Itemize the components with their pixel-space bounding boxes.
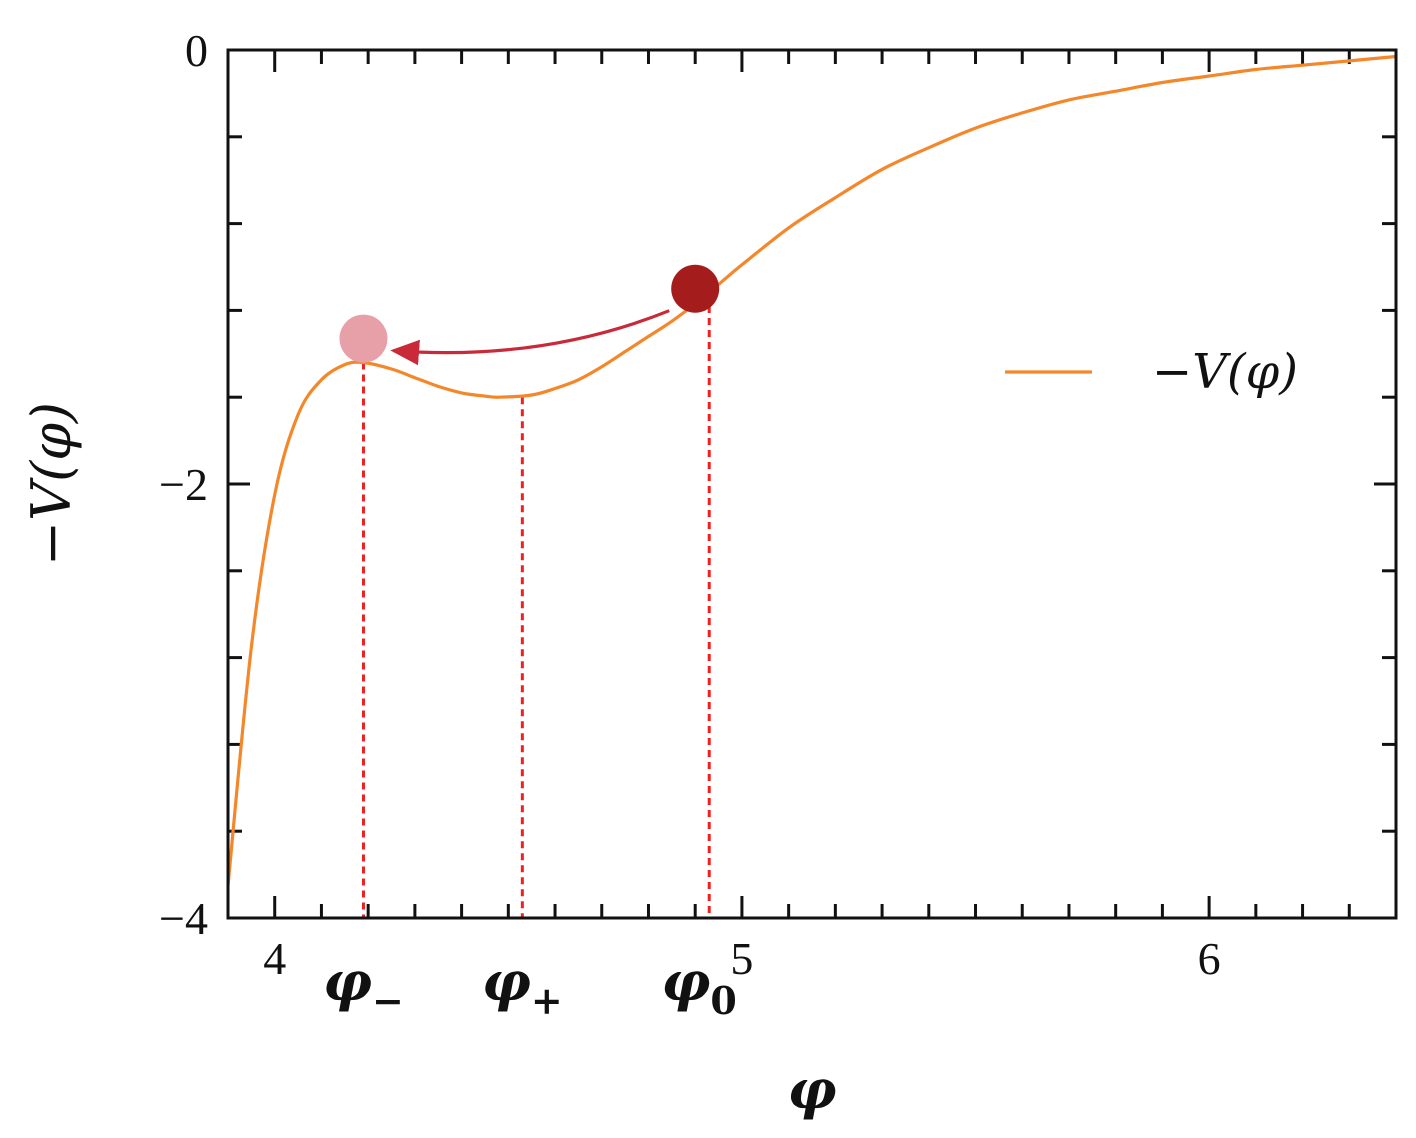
y-tick-label: −2 — [159, 459, 208, 510]
x-tick-label: 5 — [730, 933, 753, 984]
axis-ticks — [228, 48, 1398, 920]
x-tick-label: 6 — [1198, 933, 1221, 984]
y-axis-label: −V(φ) — [20, 402, 83, 566]
marker-label: φ− — [323, 949, 404, 1023]
x-axis-label: φ — [788, 1057, 837, 1121]
tick-labels: 4 5 6 0 −2 −4 φ− φ+ φ0 — [159, 25, 1221, 1023]
plot-frame — [226, 48, 1398, 920]
y-tick-label: −4 — [159, 893, 208, 944]
balls — [339, 264, 720, 363]
y-tick-label: 0 — [185, 25, 208, 76]
marker-label: φ+ — [482, 949, 563, 1023]
marker-label: φ0 — [662, 949, 737, 1023]
trajectory-arrow — [390, 309, 670, 366]
ball — [671, 264, 720, 313]
series-line-neg-v — [226, 54, 1397, 886]
ball — [339, 314, 388, 363]
x-tick-label: 4 — [263, 933, 286, 984]
legend-entry: −V(φ) — [1152, 344, 1298, 400]
legend: −V(φ) — [1005, 344, 1298, 400]
marker-lines — [361, 306, 711, 918]
